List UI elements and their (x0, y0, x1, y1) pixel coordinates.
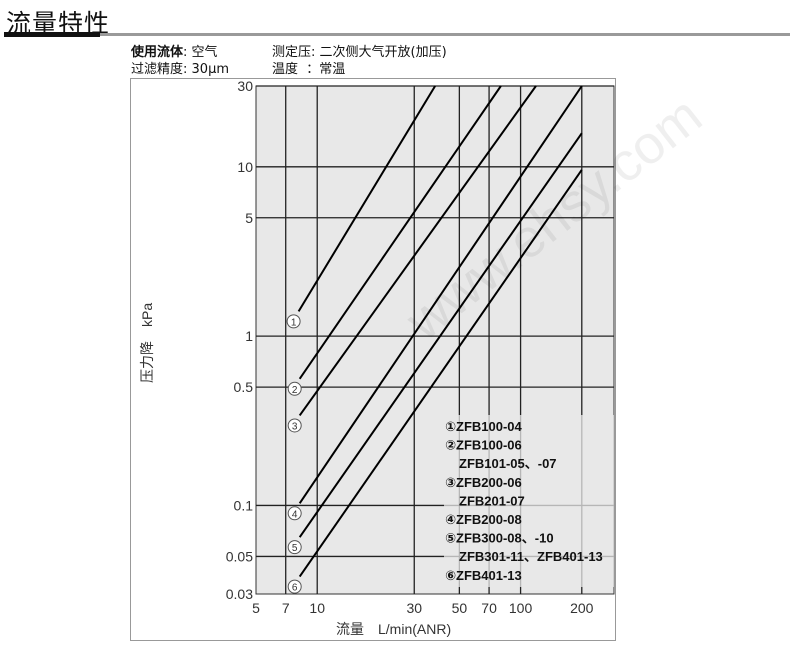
x-tick-label: 30 (406, 600, 422, 616)
x-tick-label: 100 (509, 600, 533, 616)
series-label-6: 6 (292, 583, 298, 594)
series-label-2: 2 (292, 385, 298, 396)
legend-entry: ZFB301-11、ZFB401-13 (459, 549, 603, 564)
legend-entry: ZFB101-05、-07 (459, 456, 557, 471)
series-line-4 (298, 85, 583, 504)
legend-box (444, 415, 614, 587)
legend-entry: ⑤ZFB300-08、-10 (445, 531, 554, 546)
series-marker-2 (287, 381, 302, 396)
filter-label: 过滤精度 (131, 62, 184, 77)
fluid-label: 使用流体 (131, 45, 184, 60)
x-tick-label: 7 (282, 600, 290, 616)
x-tick-label: 200 (570, 600, 594, 616)
y-axis-label: 压力降 kPa (139, 303, 155, 383)
y-tick-label: 1 (245, 328, 253, 344)
series-line-3 (298, 85, 537, 417)
series-label-4: 4 (292, 509, 298, 520)
series-marker-6 (287, 579, 302, 594)
series-line-1 (297, 85, 436, 312)
y-tick-label: 0.1 (234, 497, 254, 513)
series-line-6 (298, 169, 583, 578)
series-label-3: 3 (292, 421, 298, 432)
series-marker-3 (287, 418, 302, 433)
legend-entry: ①ZFB100-04 (445, 419, 523, 434)
legend-entry: ④ZFB200-08 (445, 512, 522, 527)
pressure-label: 测定压 (272, 45, 312, 60)
legend-entry: ⑥ZFB401-13 (445, 568, 522, 583)
temp-value: ：常温 (306, 62, 346, 77)
y-tick-label: 10 (237, 159, 253, 175)
condition-temp: 温度 ：常温 (272, 61, 345, 78)
legend-entry: ②ZFB100-06 (445, 438, 522, 453)
series-line-5 (298, 132, 583, 538)
series-label-5: 5 (292, 543, 298, 554)
x-tick-label: 10 (309, 600, 325, 616)
temp-label: 温度 (272, 62, 299, 77)
pressure-value: : 二次侧大气开放(加压) (311, 45, 447, 60)
x-tick-label: 50 (452, 600, 468, 616)
legend-entry: ③ZFB200-06 (445, 475, 522, 490)
series-line-2 (298, 85, 502, 380)
fluid-value: : 空气 (183, 45, 218, 60)
condition-pressure: 测定压: 二次侧大气开放(加压) (272, 44, 447, 61)
x-tick-label: 70 (481, 600, 497, 616)
title-underline (4, 32, 100, 37)
condition-filter: 过滤精度: 30μm (131, 61, 229, 78)
y-tick-label: 5 (245, 210, 253, 226)
y-tick-label: 0.5 (234, 379, 254, 395)
condition-fluid: 使用流体: 空气 (131, 44, 218, 61)
x-axis-label: 流量 L/min(ANR) (336, 621, 451, 637)
x-tick-label: 5 (252, 600, 260, 616)
title-divider (100, 33, 790, 36)
y-tick-label: 0.03 (226, 586, 253, 602)
legend-entry: ZFB201-07 (459, 493, 525, 508)
series-marker-1 (286, 314, 301, 329)
series-marker-4 (287, 506, 302, 521)
filter-value: : 30μm (183, 62, 230, 77)
y-tick-label: 0.05 (226, 548, 253, 564)
series-marker-5 (287, 540, 302, 555)
y-tick-label: 30 (237, 78, 253, 94)
series-label-1: 1 (291, 317, 297, 328)
